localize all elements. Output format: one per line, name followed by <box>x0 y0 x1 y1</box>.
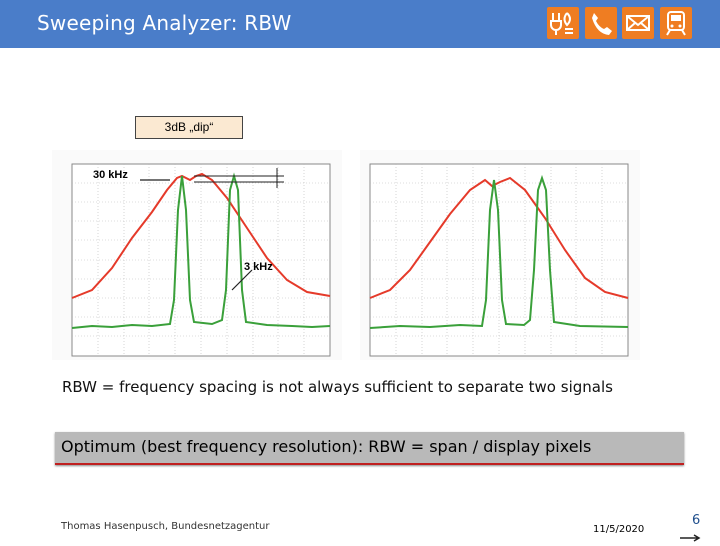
mail-icon[interactable] <box>622 7 654 39</box>
phone-icon[interactable] <box>585 7 617 39</box>
footer-date: 11/5/2020 <box>593 524 645 535</box>
spectrum-plot-left <box>52 150 342 360</box>
train-icon[interactable] <box>660 7 692 39</box>
page-number: 6 <box>692 513 701 528</box>
caption-text: RBW = frequency spacing is not always su… <box>62 378 613 396</box>
banner-text: Optimum (best frequency resolution): RBW… <box>61 437 592 456</box>
spectrum-plot-right <box>360 150 640 360</box>
optimum-banner: Optimum (best frequency resolution): RBW… <box>55 432 684 465</box>
slide-title: Sweeping Analyzer: RBW <box>37 11 292 35</box>
plug-icon[interactable] <box>547 7 579 39</box>
dip-callout: 3dB „dip“ <box>135 116 243 139</box>
footer-author: Thomas Hasenpusch, Bundesnetzagentur <box>61 521 270 532</box>
label-30khz: 30 kHz <box>93 169 128 181</box>
header-bar: Sweeping Analyzer: RBW <box>0 0 720 48</box>
next-arrow-icon[interactable] <box>680 527 702 546</box>
label-3khz: 3 kHz <box>244 261 273 273</box>
